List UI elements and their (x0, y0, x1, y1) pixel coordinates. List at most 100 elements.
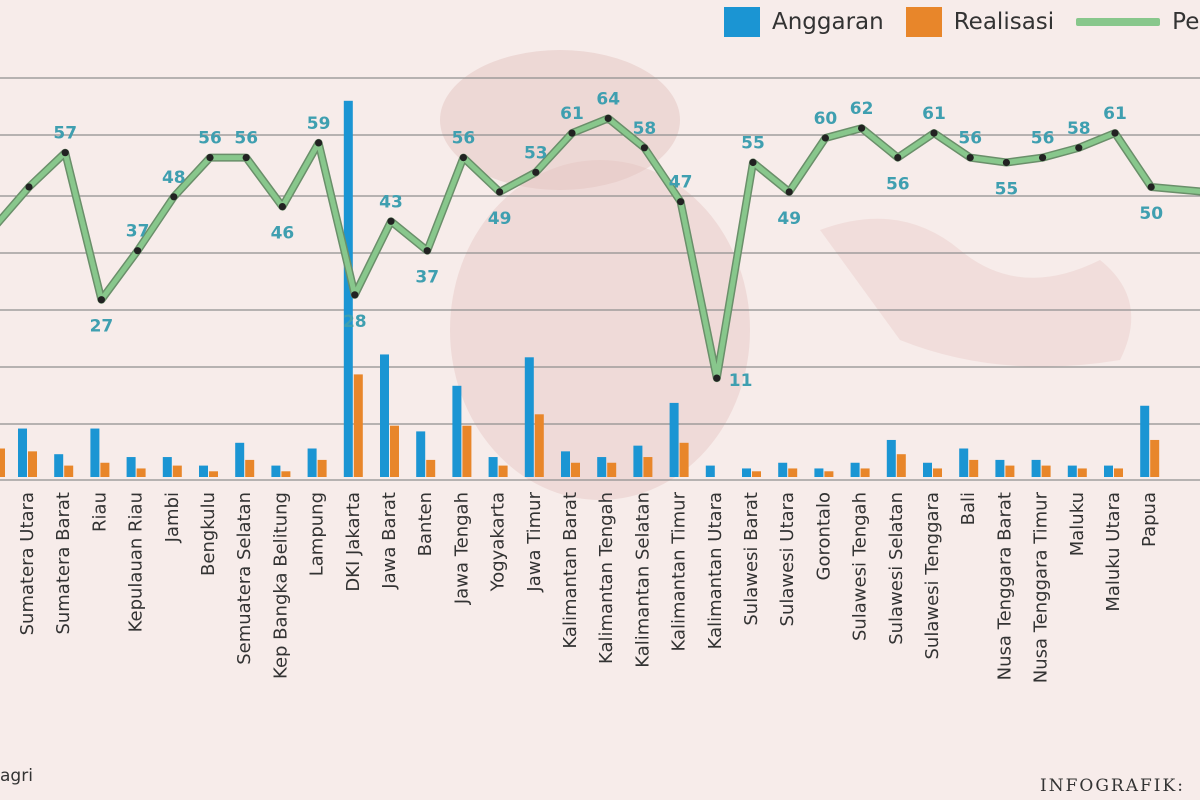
source-note: agri (0, 766, 33, 786)
bar-realisasi (317, 459, 327, 477)
bar-anggaran (959, 448, 969, 477)
line-point (858, 124, 866, 132)
bar-realisasi (534, 414, 544, 477)
line-point (1147, 183, 1155, 191)
x-tick-label: Semuatera Selatan (234, 492, 255, 665)
bar-realisasi (1150, 439, 1160, 477)
bar-anggaran (886, 439, 896, 477)
legend: Anggaran Realisasi Per (724, 4, 1200, 40)
line-point (387, 217, 395, 225)
bar-realisasi (607, 462, 617, 477)
legend-item-anggaran: Anggaran (724, 7, 884, 37)
point-label: 37 (415, 268, 439, 288)
point-label: 56 (234, 129, 258, 149)
x-tick-label: Kalimantan Selatan (632, 492, 653, 668)
point-label: 61 (560, 104, 584, 124)
point-label: 55 (995, 180, 1019, 200)
line-point (568, 129, 576, 137)
line-point (1075, 144, 1083, 152)
line-point (206, 154, 214, 162)
bar-realisasi (969, 459, 979, 477)
bar-anggaran (416, 431, 426, 477)
x-tick-label: Jambi (162, 492, 183, 543)
bar-realisasi (100, 462, 110, 477)
bar-anggaran (307, 448, 317, 477)
bar-anggaran (380, 354, 389, 477)
line-point (677, 198, 685, 206)
line-point (821, 134, 830, 142)
bar-anggaran (343, 100, 353, 478)
legend-swatch-per (1076, 18, 1161, 26)
infographic-credit: INFOGRAFIK: (1040, 776, 1185, 796)
line-point (459, 154, 467, 162)
x-tick-label: Sulawesi Utara (777, 492, 798, 626)
bar-anggaran (90, 428, 100, 477)
data-labels: 57 27 37 48 56 56 46 59 28 43 37 56 49 53 61 64 58 47 11 55… (53, 89, 1163, 391)
x-tick-label: Papua (1139, 492, 1160, 547)
point-label: 59 (307, 114, 331, 134)
bar-anggaran (850, 462, 860, 477)
x-tick-label: Sulawesi Tengah (850, 492, 871, 641)
line-point (423, 247, 431, 255)
line-point (242, 154, 250, 162)
line-point (170, 193, 178, 201)
point-label: 49 (488, 209, 512, 229)
line-point (604, 114, 612, 122)
bars (0, 100, 1160, 478)
bar-realisasi (860, 468, 870, 477)
line-point (1039, 154, 1047, 162)
bar-anggaran (995, 459, 1005, 477)
line-point (713, 374, 721, 382)
point-label: 28 (343, 312, 367, 332)
legend-swatch-realisasi (905, 7, 942, 37)
point-label: 48 (162, 168, 186, 188)
bar-realisasi (1077, 468, 1087, 477)
bar-realisasi (679, 442, 689, 477)
point-label: 61 (1103, 104, 1127, 124)
bar-anggaran (488, 457, 498, 477)
line-point (61, 149, 69, 157)
bar-realisasi (752, 471, 761, 477)
bar-anggaran (18, 428, 27, 477)
point-label: 56 (198, 129, 222, 149)
x-tick-label: DKI Jakarta (343, 492, 364, 592)
point-label: 58 (1067, 119, 1091, 139)
bar-anggaran (271, 465, 281, 477)
x-tick-label: Bengkulu (198, 492, 219, 576)
point-label: 43 (379, 192, 403, 212)
line-point (785, 188, 793, 196)
bar-anggaran (452, 385, 462, 477)
x-tick-label: Sumatera Utara (17, 492, 38, 635)
x-tick-label: Maluku Utara (1103, 492, 1124, 612)
line-point (134, 247, 142, 255)
x-tick-label: Sulawesi Barat (741, 492, 762, 626)
point-label: 11 (729, 371, 753, 391)
bar-anggaran (162, 457, 172, 477)
bar-realisasi (933, 468, 942, 477)
x-tick-label: Banten (415, 492, 436, 556)
bar-realisasi (281, 471, 291, 477)
line-series (0, 114, 1200, 383)
bar-anggaran (705, 465, 715, 477)
x-tick-label: Kepulauan Riau (126, 492, 147, 632)
line-point (278, 203, 286, 211)
line-point (640, 144, 649, 152)
bar-anggaran (199, 465, 208, 477)
bar-realisasi (353, 374, 363, 477)
x-tick-label: Jawa Barat (379, 492, 400, 590)
point-label: 57 (53, 124, 77, 144)
bar-anggaran (814, 468, 824, 477)
point-label: 61 (922, 104, 946, 124)
point-label: 58 (633, 119, 657, 139)
bar-realisasi (172, 465, 182, 477)
bar-anggaran (1031, 459, 1041, 477)
x-tick-label: Sulawesi Selatan (886, 492, 907, 645)
point-label: 27 (90, 317, 114, 337)
bar-anggaran (126, 457, 136, 477)
line-point (894, 154, 902, 162)
line-point (496, 188, 504, 196)
legend-label-anggaran: Anggaran (772, 9, 884, 35)
bar-realisasi (390, 425, 399, 477)
line-point (966, 154, 974, 162)
line-point (1111, 129, 1119, 137)
